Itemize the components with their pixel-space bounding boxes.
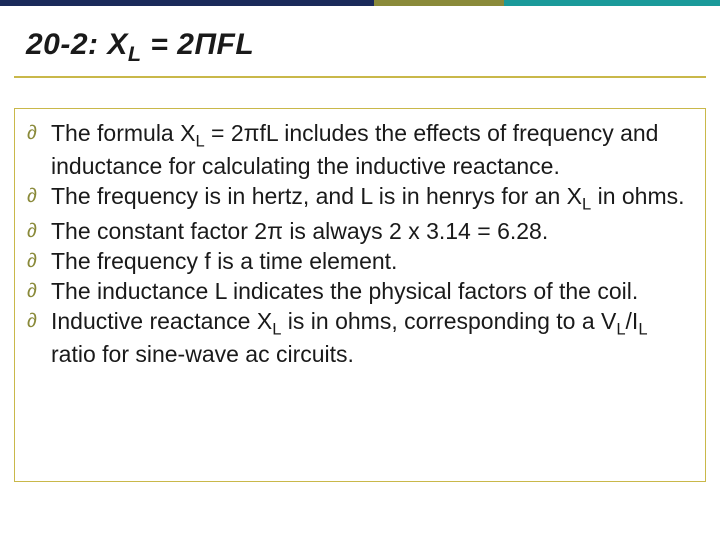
border-segment-olive (374, 0, 504, 6)
border-segment-navy (0, 0, 374, 6)
bullet-item: The constant factor 2π is always 2 x 3.1… (25, 217, 687, 245)
top-accent-border (0, 0, 720, 6)
border-segment-teal (504, 0, 720, 6)
bullet-item: Inductive reactance XL is in ohms, corre… (25, 307, 687, 368)
slide-title: 20-2: XL = 2ΠFL (26, 28, 254, 67)
title-sub: L (128, 41, 142, 66)
content-box: The formula XL = 2πfL includes the effec… (14, 108, 706, 482)
bullet-item: The formula XL = 2πfL includes the effec… (25, 119, 687, 180)
title-var: X (107, 28, 128, 61)
bullet-item: The frequency f is a time element. (25, 247, 687, 275)
title-prefix: 20-2: (26, 28, 107, 61)
bullet-list: The formula XL = 2πfL includes the effec… (25, 119, 687, 368)
slide-title-box: 20-2: XL = 2ΠFL (14, 18, 706, 78)
bullet-item: The frequency is in hertz, and L is in h… (25, 182, 687, 215)
title-rest: = 2ΠFL (142, 28, 255, 61)
bullet-item: The inductance L indicates the physical … (25, 277, 687, 305)
